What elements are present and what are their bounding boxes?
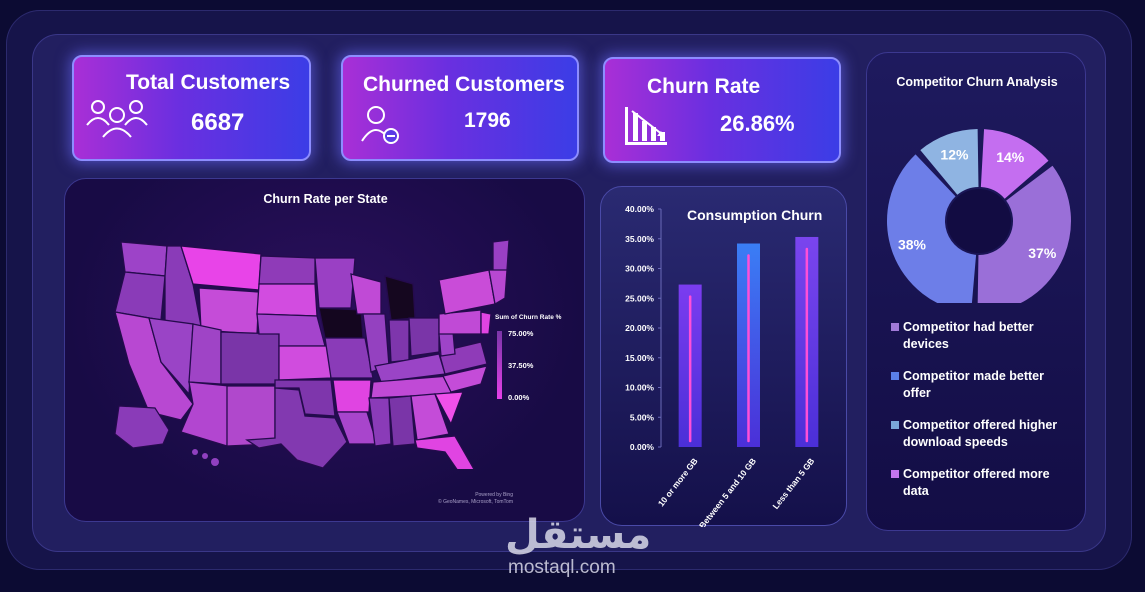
state-georgia <box>410 393 450 441</box>
state-michigan <box>384 275 416 321</box>
state-alabama <box>388 395 416 447</box>
legend-swatch <box>891 421 899 429</box>
kpi-total-customers: Total Customers 6687 <box>72 55 311 161</box>
map-title: Churn Rate per State <box>263 192 388 206</box>
kpi-value: 26.86% <box>720 111 795 136</box>
map-legend-title: Sum of Churn Rate % <box>495 314 562 321</box>
y-tick-label: 25.00% <box>625 293 654 303</box>
state-montana <box>180 245 262 291</box>
state-nevada <box>148 317 194 396</box>
map-credit-bing: Powered by Bing <box>475 492 513 498</box>
y-tick-label: 40.00% <box>625 204 654 214</box>
donut-slice[interactable] <box>887 154 977 303</box>
competitor-churn-panel: Competitor Churn Analysis 14% 37% 38% 12% C… <box>866 52 1086 531</box>
y-tick-label: 30.00% <box>625 264 654 274</box>
kpi-title: Total Customers <box>126 71 291 94</box>
state-mississippi <box>368 397 392 447</box>
state-south-carolina <box>433 391 464 426</box>
donut-slice-label: 38% <box>898 237 927 253</box>
state-alaska <box>114 405 170 449</box>
legend-label: Competitor made better offer <box>903 369 1044 400</box>
donut-slice[interactable] <box>980 129 1049 199</box>
donut-chart-title: Competitor Churn Analysis <box>896 75 1058 89</box>
donut-slice-label: 37% <box>1028 245 1057 261</box>
kpi-value: 6687 <box>191 109 245 136</box>
state-west-virginia <box>438 331 456 357</box>
users-group-icon <box>86 100 148 138</box>
state-north-dakota <box>258 255 316 285</box>
declining-bar-chart-icon <box>625 107 667 145</box>
state-missouri <box>324 337 374 379</box>
state-arkansas <box>332 379 372 413</box>
legend-label: Competitor offered higher download speed… <box>903 418 1058 449</box>
y-tick-label: 35.00% <box>625 234 654 244</box>
state-new-england <box>488 269 508 306</box>
donut-slice-label: 14% <box>996 149 1025 165</box>
donut-legend-item: Competitor made better offer <box>891 368 1073 402</box>
map-legend-gradient <box>497 331 502 399</box>
map-legend-tick-max: 75.00% <box>508 329 534 338</box>
x-tick-label: 10 or more GB <box>656 456 700 508</box>
x-tick-label: Between 5 and 10 GB <box>697 456 758 527</box>
state-washington <box>120 241 168 277</box>
donut-slice[interactable] <box>920 129 979 195</box>
state-florida <box>414 435 475 469</box>
state-hawaii <box>192 449 219 466</box>
state-utah <box>188 323 222 385</box>
watermark-latin: mostaql.com <box>508 557 616 578</box>
kpi-title: Churn Rate <box>647 75 761 98</box>
state-texas <box>245 387 348 469</box>
state-wisconsin <box>350 273 382 315</box>
state-new-mexico <box>226 385 276 447</box>
state-minnesota <box>314 257 356 309</box>
map-credit-sources: © GeoNames, Microsoft, TomTom <box>438 499 513 505</box>
donut-legend-item: Competitor offered higher download speed… <box>891 417 1073 451</box>
donut-hole <box>947 189 1011 253</box>
state-south-dakota <box>256 283 318 317</box>
legend-swatch <box>891 470 899 478</box>
donut-legend-item: Competitor had better devices <box>891 319 1073 353</box>
y-tick-label: 5.00% <box>630 412 655 422</box>
state-maine <box>492 239 509 273</box>
consumption-churn-panel: Consumption Churn 0.00% 5.00% 10.00% 15.00%… <box>600 186 847 527</box>
bar-chart-title: Consumption Churn <box>687 207 823 223</box>
donut-slice-label: 12% <box>940 146 969 162</box>
legend-swatch <box>891 372 899 380</box>
kpi-title: Churned Customers <box>363 73 565 96</box>
state-indiana <box>388 319 410 363</box>
legend-label: Competitor had better devices <box>903 320 1034 351</box>
x-tick-label: Less than 5 GB <box>770 456 816 511</box>
legend-label: Competitor offered more data <box>903 467 1050 498</box>
user-minus-icon <box>361 106 399 144</box>
us-state-map[interactable] <box>109 234 509 469</box>
state-colorado <box>220 331 280 385</box>
state-north-carolina <box>442 365 488 393</box>
map-legend-tick-mid: 37.50% <box>508 361 534 370</box>
state-ohio <box>408 317 440 357</box>
consumption-churn-chart: 0.00% 5.00% 10.00% 15.00% 20.00% 25.00% 30.00%… <box>625 204 819 527</box>
y-tick-label: 10.00% <box>625 383 654 393</box>
donut-slice[interactable] <box>977 165 1071 303</box>
churn-map-panel: Churn Rate per State <box>64 178 585 522</box>
watermark-arabic: مستقل <box>505 513 652 557</box>
y-tick-label: 0.00% <box>630 442 655 452</box>
kpi-value: 1796 <box>464 109 511 132</box>
y-tick-label: 20.00% <box>625 323 654 333</box>
state-arizona <box>180 381 230 447</box>
state-new-york <box>438 269 496 315</box>
state-new-jersey <box>480 311 492 335</box>
kpi-churn-rate: Churn Rate 26.86% <box>603 57 841 163</box>
legend-swatch <box>891 323 899 331</box>
map-legend-tick-min: 0.00% <box>508 393 530 402</box>
state-kansas <box>278 345 332 381</box>
competitor-churn-donut: 14% 37% 38% 12% <box>887 129 1071 303</box>
kpi-churned-customers: Churned Customers 1796 <box>341 55 579 161</box>
y-tick-label: 15.00% <box>625 353 654 363</box>
donut-legend-item: Competitor offered more data <box>891 466 1073 500</box>
